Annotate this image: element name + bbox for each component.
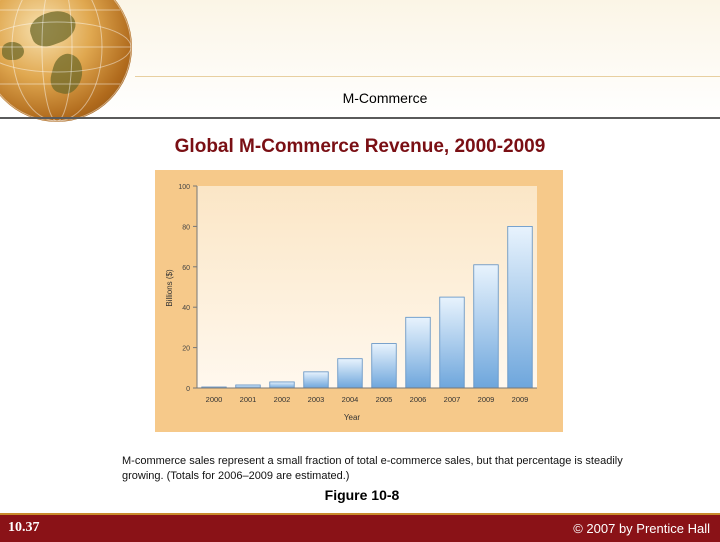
x-tick-label: 2003 [308, 395, 325, 404]
x-tick-label: 2009 [512, 395, 529, 404]
x-tick-label: 2000 [206, 395, 223, 404]
figure-caption: M-commerce sales represent a small fract… [122, 455, 623, 482]
header-accent-line [135, 76, 720, 77]
bar-chart: 0 20 40 60 80 100 2000 2001 2002 2003 2004 2005 200… [165, 184, 537, 422]
header-title: M-Commerce [342, 90, 428, 106]
x-tick-label: 2004 [342, 395, 359, 404]
bar-2006-6 [405, 316, 431, 389]
y-tick-label: 80 [182, 224, 190, 231]
header-divider [0, 117, 720, 119]
globe-logo [0, 0, 132, 122]
bar-2009-9 [507, 226, 533, 389]
x-tick-label: 2002 [274, 395, 291, 404]
x-tick-label: 2009 [478, 395, 495, 404]
y-axis-label: Billions ($) [165, 269, 174, 307]
copyright-text: © 2007 by Prentice Hall [573, 521, 710, 536]
y-tick-label: 100 [178, 184, 190, 191]
slide-number: 10.37 [8, 520, 40, 535]
bar-2003-3 [303, 371, 329, 389]
y-tick-label: 20 [182, 346, 190, 353]
x-tick-label: 2005 [376, 395, 393, 404]
x-axis-label: Year [344, 413, 361, 422]
y-tick-label: 40 [182, 305, 190, 312]
chart-panel: 0 20 40 60 80 100 2000 2001 2002 2003 2004 2005 200… [155, 170, 563, 432]
bar-2009-8 [473, 264, 499, 389]
bar-2005-5 [371, 343, 397, 389]
bar-2007-7 [439, 296, 465, 389]
bar-2004-4 [337, 358, 363, 389]
x-tick-label: 2001 [240, 395, 257, 404]
figure-label: Figure 10-8 [324, 487, 400, 503]
bar-2002-2 [269, 381, 295, 389]
y-tick-label: 60 [182, 265, 190, 272]
y-tick-label: 0 [186, 386, 190, 393]
x-tick-label: 2007 [444, 395, 461, 404]
slide-title: Global M-Commerce Revenue, 2000-2009 [174, 136, 546, 157]
footer-bar: 10.37 © 2007 by Prentice Hall [0, 513, 720, 542]
x-tick-label: 2006 [410, 395, 427, 404]
